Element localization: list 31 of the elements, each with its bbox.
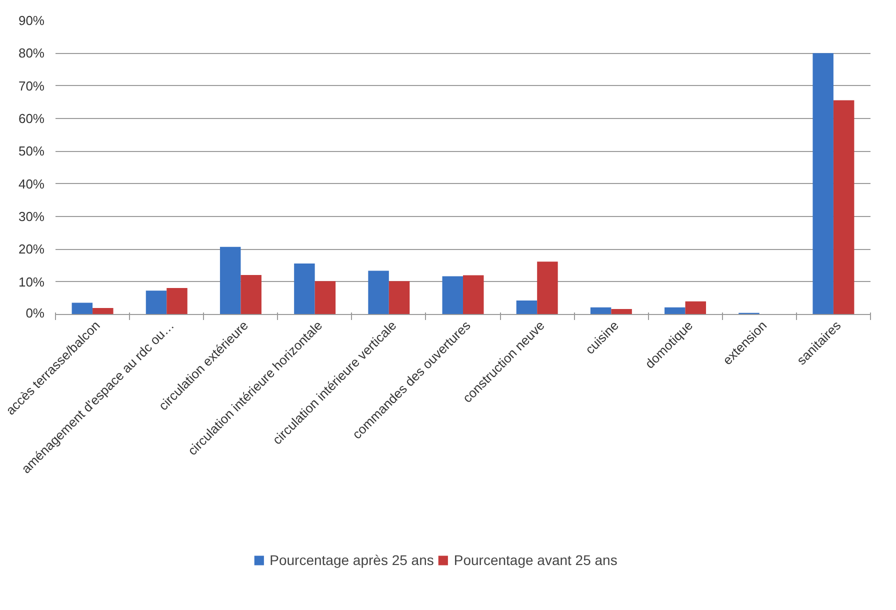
bar — [92, 308, 114, 314]
bar — [537, 262, 558, 314]
legend-label: Pourcentage après 25 ans — [270, 552, 434, 568]
bar — [442, 276, 463, 314]
y-tick-label: 10% — [18, 274, 45, 290]
bar — [685, 301, 706, 314]
bar — [388, 281, 410, 314]
legend-label: Pourcentage avant 25 ans — [454, 552, 618, 568]
y-tick-label: 60% — [18, 111, 45, 126]
bar — [812, 53, 834, 314]
bar — [72, 302, 93, 314]
bar — [664, 307, 686, 314]
y-tick-label: 40% — [18, 176, 45, 192]
bar — [833, 100, 854, 314]
bar — [146, 290, 167, 314]
bar — [463, 275, 484, 314]
y-tick-label: 50% — [18, 144, 45, 159]
y-tick-label: 0% — [26, 306, 45, 320]
bar — [611, 308, 632, 314]
bar — [166, 288, 188, 314]
y-tick-label: 20% — [18, 242, 45, 257]
y-tick-label: 70% — [18, 78, 45, 94]
bar — [314, 281, 336, 314]
bar — [240, 274, 262, 314]
bar — [294, 264, 315, 314]
bar — [220, 246, 241, 314]
y-tick-label: 30% — [18, 209, 45, 224]
y-tick-label: 80% — [18, 46, 45, 61]
bar — [368, 270, 389, 314]
y-tick-label: 90% — [18, 13, 45, 28]
bar — [516, 300, 538, 314]
